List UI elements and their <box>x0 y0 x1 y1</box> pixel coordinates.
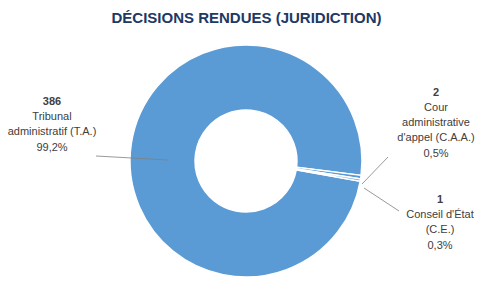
leader-line <box>364 188 399 211</box>
leader-line <box>96 156 168 160</box>
data-labels: 386 Tribunaladministratif (T.A.) 99,2% 2 Cou… <box>8 86 475 251</box>
percent-label: 99,2% <box>36 141 67 153</box>
category-label: Couradministratived'appel (C.A.A.) <box>397 101 474 143</box>
percent-label: 0,5% <box>423 147 448 159</box>
chart-container: DÉCISIONS RENDUES (JURIDICTION) 386 Tribun… <box>0 0 493 298</box>
percent-label: 0,3% <box>427 239 452 251</box>
chart-title: DÉCISIONS RENDUES (JURIDICTION) <box>111 9 381 26</box>
count-label: 2 <box>433 86 439 98</box>
count-label: 386 <box>43 95 61 107</box>
donut-slice <box>296 169 360 181</box>
category-label: Conseil d'État(C.E.) <box>406 208 474 235</box>
slices <box>130 45 362 277</box>
chart-svg: DÉCISIONS RENDUES (JURIDICTION) 386 Tribun… <box>0 0 493 298</box>
leader-line <box>362 157 388 184</box>
category-label: Tribunaladministratif (T.A.) <box>8 110 97 137</box>
count-label: 1 <box>437 193 443 205</box>
donut-slice <box>130 45 362 277</box>
